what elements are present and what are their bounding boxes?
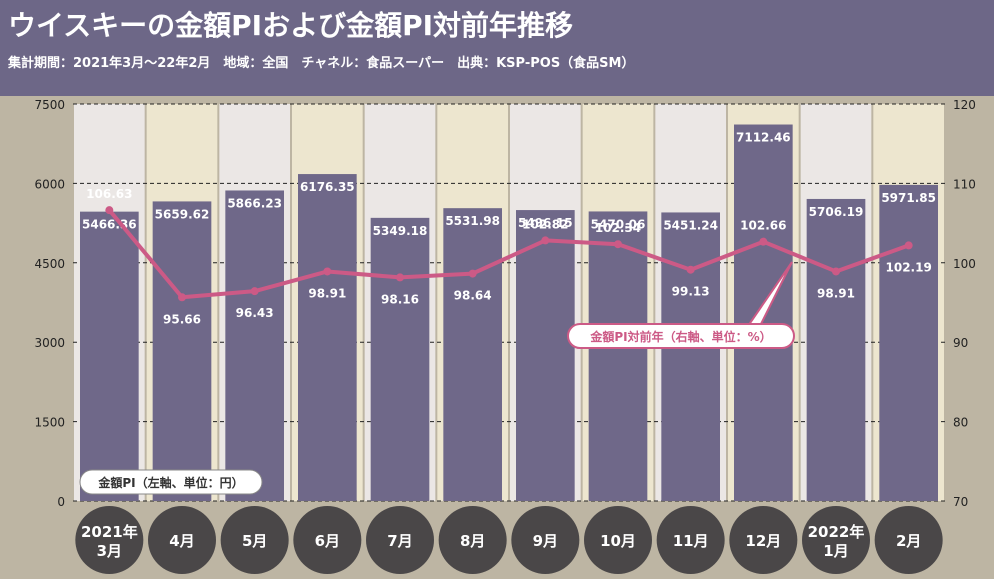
- category-circle: [511, 506, 580, 574]
- bar-value-label: 5531.98: [445, 214, 500, 228]
- yoy-value-label: 102.82: [522, 217, 568, 231]
- yoy-point: [323, 267, 332, 276]
- x-tick-label: 12月: [745, 532, 781, 550]
- category-circle: [802, 506, 870, 574]
- chart-subtitle: 集計期間：2021年3月～22年2月 地域：全国 チャネル：食品スーパー 出典：…: [8, 56, 635, 71]
- x-tick-label: 6月: [315, 532, 340, 550]
- x-tick-label: 2021年: [81, 523, 138, 541]
- category-circle: [874, 506, 943, 574]
- left-axis-tick-label: 4500: [34, 257, 65, 271]
- x-tick-label: 8月: [460, 532, 485, 550]
- legend-bar-box: [79, 469, 263, 495]
- legend-line-box: [567, 323, 795, 349]
- yoy-value-label: 95.66: [163, 312, 201, 326]
- bar: [370, 217, 430, 501]
- category-circle: [220, 506, 289, 574]
- bar: [80, 211, 139, 501]
- bar: [661, 212, 720, 501]
- category-circle: [729, 506, 798, 574]
- bar-value-label: 5659.62: [155, 207, 210, 221]
- bar-value-label: 5496.15: [518, 216, 573, 230]
- bar-value-label: 5349.18: [373, 224, 428, 238]
- yoy-value-label: 96.43: [236, 306, 274, 320]
- bar: [516, 210, 575, 501]
- bar-value-label: 5470.06: [591, 217, 646, 231]
- bar-value-label: 5466.36: [82, 218, 137, 232]
- yoy-value-label: 102.19: [886, 260, 932, 274]
- x-tick-label: 4月: [169, 532, 194, 550]
- bar-value-label: 7112.46: [736, 131, 791, 145]
- bar: [443, 208, 502, 501]
- chart-title: ウイスキーの金額PIおよび金額PI対前年推移: [8, 9, 574, 42]
- yoy-point: [686, 265, 695, 274]
- category-circle: [584, 506, 652, 574]
- x-tick-label: 9月: [533, 532, 558, 550]
- yoy-point: [396, 273, 404, 282]
- yoy-value-label: 102.34: [595, 221, 641, 235]
- right-axis-tick-label: 80: [953, 416, 968, 430]
- x-tick-label: 2022年: [808, 523, 865, 541]
- bar: [298, 174, 357, 502]
- right-axis-tick-label: 90: [953, 336, 968, 350]
- bar-value-label: 6176.35: [300, 180, 355, 194]
- right-axis-tick-label: 120: [953, 98, 976, 112]
- yoy-value-label: 99.13: [672, 285, 710, 299]
- bar: [152, 201, 212, 501]
- left-axis-tick-label: 0: [57, 495, 65, 509]
- left-axis-tick-label: 1500: [34, 416, 65, 430]
- yoy-point: [832, 267, 840, 276]
- header-band: ウイスキーの金額PIおよび金額PI対前年推移 集計期間：2021年3月～22年2…: [0, 0, 994, 96]
- yoy-point: [904, 241, 913, 250]
- category-circle: [148, 506, 216, 574]
- legend-line-label: 金額PI対前年（右軸、単位：%）: [589, 329, 771, 344]
- bar: [806, 198, 866, 502]
- x-tick-label: 3月: [97, 542, 122, 560]
- bar-value-label: 5706.19: [809, 205, 864, 219]
- yoy-line: [107, 208, 910, 300]
- x-tick-label: 10月: [600, 532, 636, 550]
- yoy-value-label: 106.63: [86, 187, 132, 201]
- yoy-value-label: 98.91: [817, 286, 855, 300]
- right-axis-tick-label: 110: [953, 177, 976, 191]
- legend-bar-label: 金額PI（左軸、単位：円）: [97, 475, 243, 490]
- x-tick-label: 7月: [387, 532, 412, 550]
- category-circle: [438, 506, 507, 574]
- yoy-point: [541, 236, 550, 245]
- bar-value-label: 5971.85: [881, 191, 936, 205]
- right-axis-tick-label: 70: [953, 495, 968, 509]
- bar-value-label: 5866.23: [227, 196, 282, 210]
- category-circle: [366, 506, 434, 574]
- yoy-point: [250, 287, 259, 296]
- yoy-point: [759, 237, 768, 246]
- right-axis-tick-label: 100: [953, 257, 976, 271]
- x-tick-label: 1月: [823, 542, 848, 560]
- bar: [225, 190, 284, 501]
- category-circle: [656, 506, 725, 574]
- bar: [879, 184, 938, 501]
- left-axis-tick-label: 6000: [34, 177, 65, 191]
- yoy-value-label: 98.91: [308, 286, 346, 300]
- x-tick-label: 5月: [242, 532, 267, 550]
- left-axis-tick-label: 7500: [34, 98, 65, 112]
- yoy-point: [468, 269, 477, 278]
- bar-value-label: 5451.24: [663, 218, 718, 232]
- category-circle: [293, 506, 362, 574]
- yoy-value-label: 102.66: [740, 219, 786, 233]
- x-tick-label: 2月: [896, 532, 921, 550]
- yoy-point: [614, 240, 622, 249]
- bar: [588, 211, 648, 502]
- yoy-value-label: 98.16: [381, 292, 419, 306]
- x-tick-label: 11月: [673, 532, 709, 550]
- yoy-point: [178, 293, 186, 302]
- yoy-point: [105, 206, 114, 215]
- left-axis-tick-label: 3000: [34, 336, 65, 350]
- category-circle: [75, 506, 144, 574]
- yoy-value-label: 98.64: [454, 289, 492, 303]
